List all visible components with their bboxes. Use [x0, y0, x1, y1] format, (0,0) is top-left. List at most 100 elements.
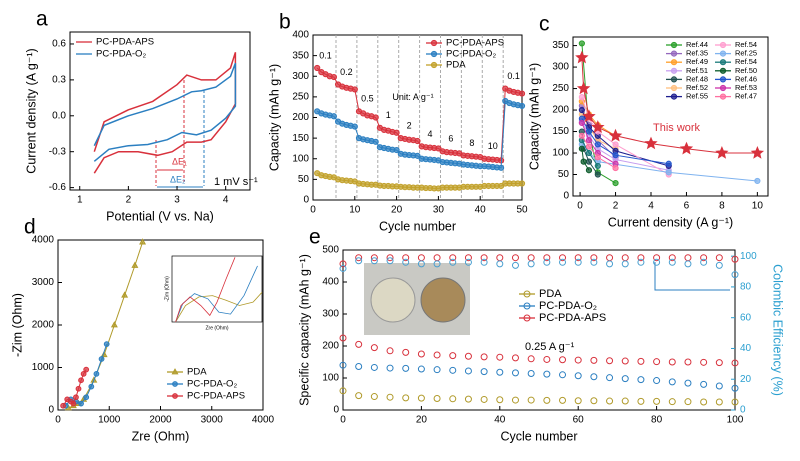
marker [496, 353, 504, 361]
marker [402, 258, 410, 266]
legend-marker [430, 50, 438, 58]
marker [355, 257, 363, 265]
legend-label: PC-PDA-O₂ [187, 379, 237, 390]
legend-marker [523, 314, 531, 322]
y2-axis-label: Colombic Efficiency (%) [771, 264, 785, 396]
marker [543, 355, 551, 363]
legend-label: Ref.53 [735, 83, 757, 92]
marker [750, 146, 765, 159]
legend-label: Ref.50 [735, 66, 757, 75]
series-line [93, 52, 237, 174]
marker [314, 64, 321, 72]
marker [393, 129, 400, 136]
marker [83, 394, 90, 401]
marker [339, 260, 347, 268]
x-tick-label: 30 [433, 205, 445, 216]
y-tick-label: 100 [552, 148, 569, 159]
marker [417, 350, 425, 358]
legend-label: PDA [187, 367, 207, 378]
x-tick-label: 6 [684, 201, 690, 212]
marker [594, 171, 601, 178]
marker [606, 397, 614, 405]
marker [578, 145, 585, 152]
x-tick-label: 0 [577, 201, 583, 212]
marker [715, 359, 723, 367]
marker [653, 397, 661, 405]
marker [370, 363, 378, 371]
marker [433, 366, 441, 374]
marker [496, 254, 504, 262]
marker [637, 258, 645, 266]
electrode [370, 277, 416, 323]
x-tick-label: 40 [494, 415, 506, 426]
marker [543, 396, 551, 404]
x-axis-label: Zre (Ohm) [132, 429, 190, 443]
marker [637, 254, 645, 262]
marker [585, 149, 593, 157]
marker [585, 143, 593, 150]
marker [518, 180, 526, 187]
y-tick-label: 50 [298, 174, 310, 185]
marker [684, 254, 692, 262]
marker [594, 162, 601, 170]
marker [511, 254, 519, 262]
rate-label: 8 [469, 138, 474, 148]
marker [668, 258, 676, 266]
marker [417, 365, 425, 373]
rate-label: 6 [448, 134, 453, 144]
legend-marker [719, 84, 727, 92]
marker [591, 120, 605, 133]
marker [433, 260, 441, 268]
series-line [93, 62, 237, 162]
panel-label: e [309, 226, 321, 249]
marker [700, 258, 708, 266]
legend-marker [523, 290, 531, 298]
marker [518, 90, 526, 97]
legend-marker [719, 76, 727, 83]
y2-tick-label: 40 [740, 343, 752, 354]
y2-tick-label: 20 [740, 374, 752, 385]
marker [80, 370, 87, 377]
rate-label: 0.5 [361, 94, 374, 104]
y2-tick-label: 60 [740, 312, 752, 323]
marker [653, 377, 661, 385]
marker [433, 394, 441, 402]
electrode [420, 277, 466, 323]
panel-label: a [36, 8, 48, 31]
marker [606, 254, 614, 262]
marker [653, 358, 661, 366]
x-tick-label: 20 [416, 415, 428, 426]
marker [511, 369, 519, 377]
y-tick-label: 0.6 [52, 39, 66, 50]
annotation: 0.25 A g⁻¹ [525, 341, 575, 353]
marker [372, 138, 379, 145]
plot-frame [342, 249, 736, 411]
plot-frame [69, 31, 251, 191]
x-axis-label: Cycle number [500, 429, 577, 443]
marker [339, 387, 347, 395]
marker [606, 374, 614, 382]
legend-marker [430, 61, 438, 69]
legend-marker [172, 381, 178, 387]
marker [559, 396, 567, 404]
marker [559, 371, 567, 379]
marker [88, 383, 95, 390]
legend-label: PC-PDA-O₂ [446, 49, 496, 60]
marker [139, 238, 147, 245]
y-tick-label: 350 [292, 50, 309, 61]
series-line [581, 135, 616, 169]
photo-inset [364, 263, 470, 335]
y-tick-label: 300 [292, 71, 309, 82]
x-tick-label: 2000 [149, 415, 172, 426]
x-axis-label: Cycle number [379, 219, 456, 233]
legend-marker [670, 84, 678, 92]
y-tick-label: -0.3 [49, 146, 67, 157]
y-tick-label: 200 [292, 112, 309, 123]
marker [582, 109, 596, 123]
marker [449, 352, 457, 360]
legend-label: PC-PDA-APS [539, 312, 606, 324]
legend-marker [670, 93, 678, 100]
legend-label: Ref.48 [686, 74, 708, 83]
marker [715, 146, 729, 159]
y-axis-label: Specific capacity (mAh g⁻¹) [297, 254, 311, 406]
